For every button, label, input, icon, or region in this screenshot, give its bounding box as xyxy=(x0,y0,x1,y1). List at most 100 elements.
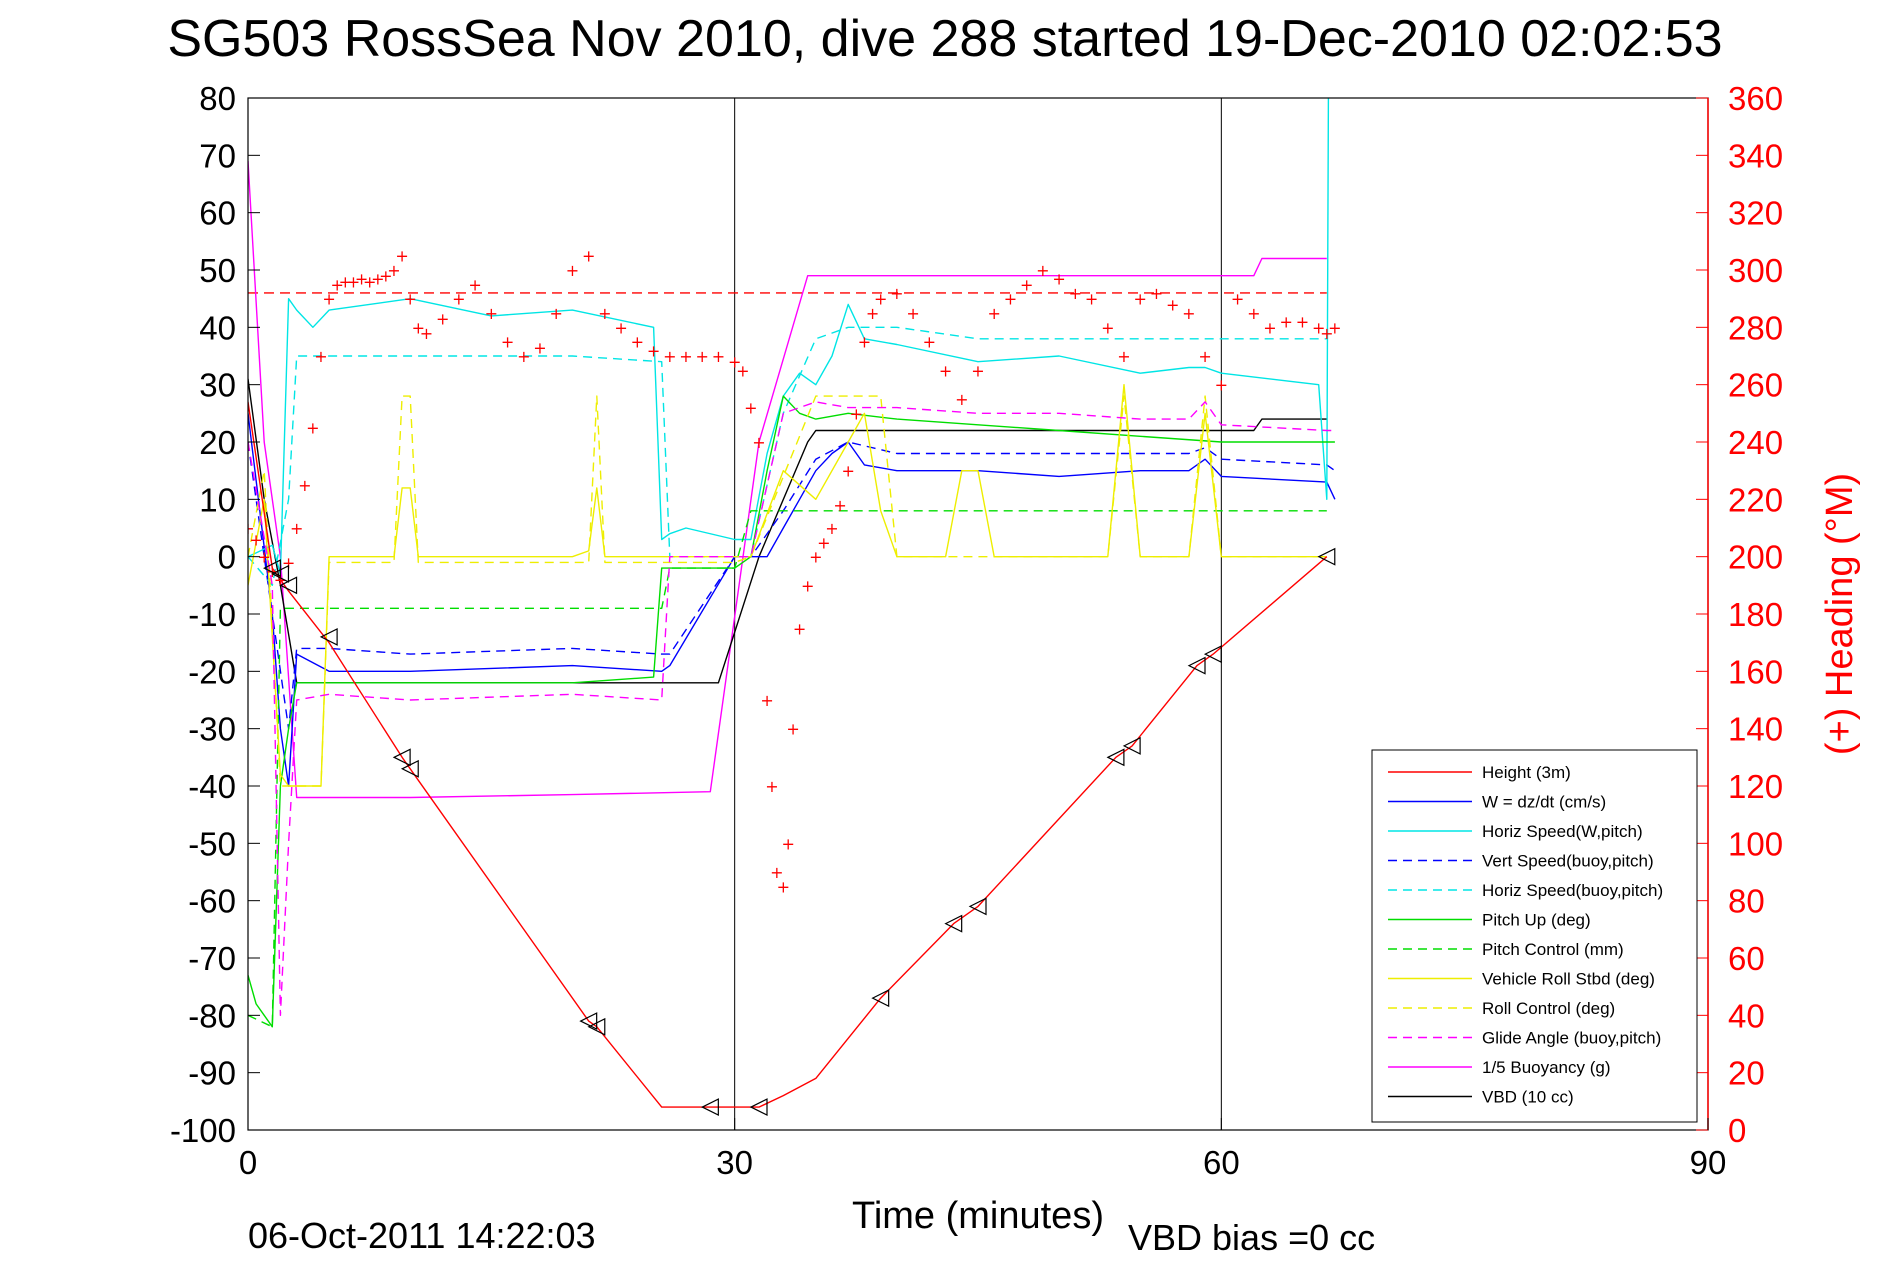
y2-tick-label-15: 60 xyxy=(1728,940,1765,977)
y2-tick-label-7: 220 xyxy=(1728,481,1783,518)
heading-point-75: + xyxy=(1101,318,1114,337)
heading-point-59: + xyxy=(858,333,871,352)
heading-point-28: + xyxy=(517,347,530,366)
y-tick-label-16: -80 xyxy=(188,997,236,1034)
heading-point-57: + xyxy=(842,462,855,481)
y2-tick-label-9: 180 xyxy=(1728,596,1783,633)
heading-point-13: + xyxy=(347,272,360,291)
waypoint-marker-10 xyxy=(871,989,890,1008)
heading-point-83: + xyxy=(1231,290,1244,309)
waypoint-marker-4 xyxy=(392,748,411,767)
series-line-6 xyxy=(248,510,1327,1028)
legend-label-10: 1/5 Buoyancy (g) xyxy=(1482,1058,1611,1077)
y2-tick-label-14: 80 xyxy=(1728,883,1765,920)
waypoint-marker-13 xyxy=(1106,748,1125,767)
heading-point-1: + xyxy=(249,530,262,549)
heading-point-48: + xyxy=(777,877,790,896)
y2-tick-label-5: 260 xyxy=(1728,367,1783,404)
y-tick-label-18: -100 xyxy=(170,1112,236,1149)
heading-point-61: + xyxy=(874,290,887,309)
heading-point-72: + xyxy=(1052,270,1065,289)
heading-point-81: + xyxy=(1198,347,1211,366)
y2-tick-label-11: 140 xyxy=(1728,711,1783,748)
heading-point-77: + xyxy=(1134,290,1147,309)
heading-point-19: + xyxy=(395,247,408,266)
legend-label-1: W = dz/dt (cm/s) xyxy=(1482,793,1606,812)
chart-title: SG503 RossSea Nov 2010, dive 288 started… xyxy=(167,10,1722,68)
x-tick-label-3: 90 xyxy=(1690,1144,1727,1181)
heading-point-85: + xyxy=(1263,318,1276,337)
waypoint-marker-1 xyxy=(271,564,290,583)
y2-tick-label-2: 320 xyxy=(1728,195,1783,232)
y-tick-label-14: -60 xyxy=(188,883,236,920)
heading-point-54: + xyxy=(817,533,830,552)
series-line-8 xyxy=(248,395,1327,787)
y-tick-label-6: 20 xyxy=(199,424,236,461)
waypoint-marker-8 xyxy=(700,1098,719,1117)
y-tick-label-7: 10 xyxy=(199,481,236,518)
heading-point-35: + xyxy=(631,333,644,352)
heading-point-14: + xyxy=(355,270,368,289)
legend-label-0: Height (3m) xyxy=(1482,763,1571,782)
x-tick-label-2: 60 xyxy=(1203,1144,1240,1181)
y-tick-label-5: 30 xyxy=(199,367,236,404)
heading-point-62: + xyxy=(890,284,903,303)
waypoint-marker-15 xyxy=(1187,656,1206,675)
y-tick-label-12: -40 xyxy=(188,768,236,805)
heading-point-2: + xyxy=(258,548,271,567)
series-line-4 xyxy=(248,326,1327,586)
legend-label-6: Pitch Control (mm) xyxy=(1482,940,1624,959)
heading-point-37: + xyxy=(663,347,676,366)
heading-point-6: + xyxy=(290,519,303,538)
heading-point-79: + xyxy=(1166,295,1179,314)
y2-tick-label-4: 280 xyxy=(1728,309,1783,346)
heading-point-36: + xyxy=(647,341,660,360)
legend-label-8: Roll Control (deg) xyxy=(1482,999,1615,1018)
heading-point-50: + xyxy=(786,720,799,739)
plot-area: +++++++++++++++++++++++++++++ +++++++ + + + +… xyxy=(248,98,1342,1117)
heading-point-15: + xyxy=(363,272,376,291)
legend-label-5: Pitch Up (deg) xyxy=(1482,911,1591,930)
heading-point-87: + xyxy=(1296,313,1309,332)
heading-point-43: + xyxy=(744,399,757,418)
heading-point-11: + xyxy=(331,275,344,294)
y2-tick-label-1: 340 xyxy=(1728,137,1783,174)
waypoint-marker-14 xyxy=(1122,736,1141,755)
heading-point-51: + xyxy=(793,619,806,638)
heading-point-18: + xyxy=(387,261,400,280)
heading-point-64: + xyxy=(923,333,936,352)
y-tick-label-10: -20 xyxy=(188,653,236,690)
waypoint-marker-16 xyxy=(1203,645,1222,664)
waypoint-marker-12 xyxy=(968,897,987,916)
heading-point-9: + xyxy=(314,347,327,366)
heading-point-32: + xyxy=(582,247,595,266)
heading-point-12: + xyxy=(339,272,352,291)
y-tick-label-1: 70 xyxy=(199,137,236,174)
heading-point-40: + xyxy=(712,347,725,366)
heading-point-29: + xyxy=(533,338,546,357)
waypoint-marker-9 xyxy=(749,1098,768,1117)
heading-point-52: + xyxy=(801,576,814,595)
heading-point-45: + xyxy=(760,691,773,710)
y2-tick-label-13: 100 xyxy=(1728,825,1783,862)
x-tick-label-1: 30 xyxy=(716,1144,753,1181)
heading-point-31: + xyxy=(566,261,579,280)
heading-point-44: + xyxy=(752,433,765,452)
legend-label-9: Glide Angle (buoy,pitch) xyxy=(1482,1029,1661,1048)
heading-point-7: + xyxy=(298,476,311,495)
legend-label-3: Vert Speed(buoy,pitch) xyxy=(1482,852,1654,871)
heading-point-8: + xyxy=(306,419,319,438)
heading-point-88: + xyxy=(1312,318,1325,337)
heading-point-69: + xyxy=(1004,290,1017,309)
y2-tick-label-16: 40 xyxy=(1728,997,1765,1034)
heading-point-34: + xyxy=(614,318,627,337)
x-axis-label: Time (minutes) xyxy=(852,1195,1104,1237)
series-line-3 xyxy=(248,441,1336,730)
waypoint-marker-2 xyxy=(279,576,298,595)
heading-point-33: + xyxy=(598,304,611,323)
y2-tick-label-17: 20 xyxy=(1728,1055,1765,1092)
heading-point-24: + xyxy=(452,290,465,309)
heading-point-60: + xyxy=(866,304,879,323)
heading-point-16: + xyxy=(371,270,384,289)
